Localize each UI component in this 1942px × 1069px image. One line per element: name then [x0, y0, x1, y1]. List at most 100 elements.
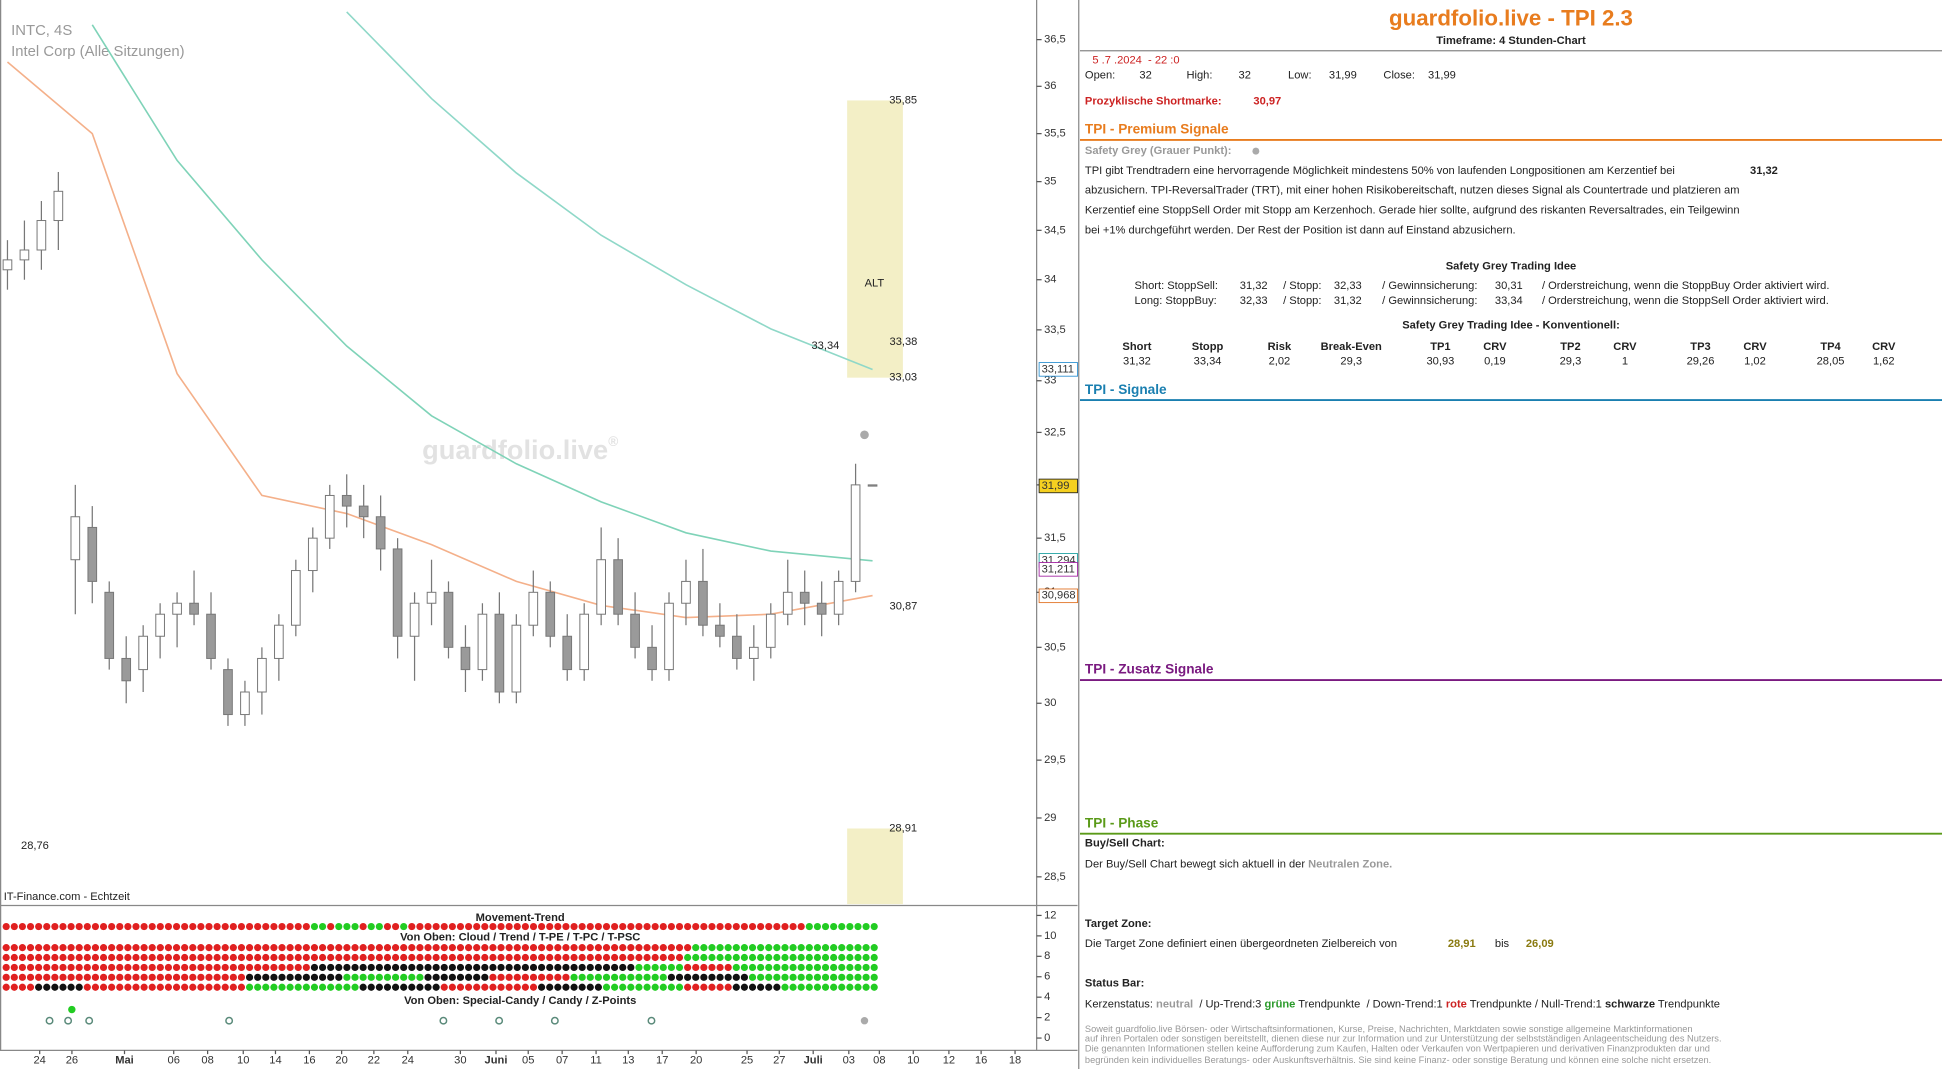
- trend-dot: [383, 953, 392, 962]
- table-header: TP4: [1820, 341, 1841, 353]
- trend-dot: [400, 973, 408, 981]
- trend-dot: [91, 922, 100, 931]
- trend-dot: [675, 983, 684, 991]
- trend-dot: [140, 963, 148, 972]
- trend-dot: [529, 983, 538, 991]
- trend-dot: [700, 983, 708, 991]
- trend-dot: [197, 983, 205, 991]
- trend-dot: [538, 922, 546, 931]
- trend-dot: [391, 963, 400, 972]
- trend-dot: [156, 953, 164, 962]
- table-header: Stopp: [1192, 341, 1224, 353]
- candle-body: [579, 613, 590, 671]
- trend-dot: [489, 922, 497, 931]
- trend-dot: [732, 953, 740, 962]
- trend-dot: [221, 922, 229, 931]
- paragraph-line: Kerzentief eine StoppSell Order mit Stop…: [1085, 205, 1740, 217]
- trend-dot: [757, 973, 765, 981]
- trend-dot: [513, 983, 521, 991]
- y-tick-label: 30: [1044, 697, 1056, 709]
- trend-dot: [684, 953, 692, 962]
- trend-dot: [254, 953, 262, 962]
- trend-dot: [748, 922, 757, 931]
- trend-dot: [667, 953, 675, 962]
- trend-dot: [765, 983, 773, 991]
- trend-dot: [481, 963, 489, 972]
- trend-dot: [846, 963, 854, 972]
- candle-body: [850, 484, 861, 582]
- buysell-text: Der Buy/Sell Chart bewegt sich aktuell i…: [1085, 859, 1392, 871]
- table-cell: 28,05: [1817, 356, 1845, 368]
- trend-dot: [278, 983, 286, 991]
- trend-dot: [335, 944, 343, 952]
- trend-dot: [51, 922, 59, 931]
- trend-dot: [684, 973, 692, 981]
- trend-dot: [391, 922, 400, 931]
- trend-dot: [667, 922, 675, 931]
- trend-dot: [505, 953, 513, 962]
- watermark: guardfolio.live®: [422, 434, 618, 466]
- trend-dot: [716, 963, 724, 972]
- trend-dot: [400, 983, 408, 991]
- trend-dot: [805, 922, 813, 931]
- trend-dot: [302, 953, 310, 962]
- trend-dot: [554, 973, 562, 981]
- candle-body: [121, 657, 132, 682]
- trend-dot: [318, 963, 327, 972]
- trend-dot: [343, 944, 351, 952]
- x-tick-label: 10: [237, 1054, 249, 1066]
- trend-dot: [75, 944, 83, 952]
- trend-dot: [432, 953, 440, 962]
- trend-dot: [554, 944, 562, 952]
- trend-dot: [278, 973, 286, 981]
- candle-body: [748, 646, 759, 659]
- trend-dot: [262, 944, 270, 952]
- trend-dot: [343, 983, 351, 991]
- trend-dot: [35, 944, 43, 952]
- trend-dot: [140, 944, 148, 952]
- trend-dot: [773, 953, 781, 962]
- trend-dot: [586, 963, 594, 972]
- trend-dot: [838, 973, 846, 981]
- trend-dot: [611, 963, 619, 972]
- trend-dot: [821, 944, 830, 952]
- trend-dot: [505, 983, 513, 991]
- trend-dot: [302, 944, 310, 952]
- candle-body: [274, 624, 284, 659]
- indicator-tick-label: 6: [1044, 971, 1050, 983]
- trend-dot: [383, 983, 392, 991]
- trend-dot: [716, 983, 724, 991]
- trend-dot: [684, 922, 692, 931]
- trend-dot: [408, 973, 416, 981]
- trend-dot: [432, 944, 440, 952]
- trend-dot: [740, 983, 749, 991]
- trend-dot: [627, 983, 635, 991]
- trend-dot: [75, 983, 83, 991]
- trend-dot: [270, 973, 278, 981]
- trend-dot: [805, 973, 813, 981]
- idea-title: Safety Grey Trading Idee: [1446, 260, 1576, 272]
- ohlc-label: High:: [1187, 69, 1213, 81]
- trend-dot: [278, 944, 286, 952]
- trend-dot: [424, 922, 432, 931]
- annotation: 28,76: [21, 840, 49, 852]
- trend-dot: [473, 944, 481, 952]
- trend-dot: [635, 944, 643, 952]
- x-tick-label: 20: [690, 1054, 702, 1066]
- candle-body: [596, 559, 606, 615]
- text-segment: Kerzenstatus:: [1085, 999, 1156, 1011]
- trend-dot: [229, 922, 237, 931]
- target-text: bis: [1495, 938, 1510, 950]
- trend-dot: [838, 922, 846, 931]
- idea-cell: / Gewinnsicherung:: [1382, 280, 1477, 292]
- trend-dot: [862, 963, 870, 972]
- trend-dot: [148, 944, 156, 952]
- trend-dot: [854, 963, 862, 972]
- trend-dot: [716, 944, 724, 952]
- trend-dot: [724, 963, 732, 972]
- trend-dot: [862, 953, 870, 962]
- trend-dot: [497, 944, 505, 952]
- trend-dot: [732, 944, 740, 952]
- trend-dot: [797, 953, 805, 962]
- trend-dot: [611, 944, 619, 952]
